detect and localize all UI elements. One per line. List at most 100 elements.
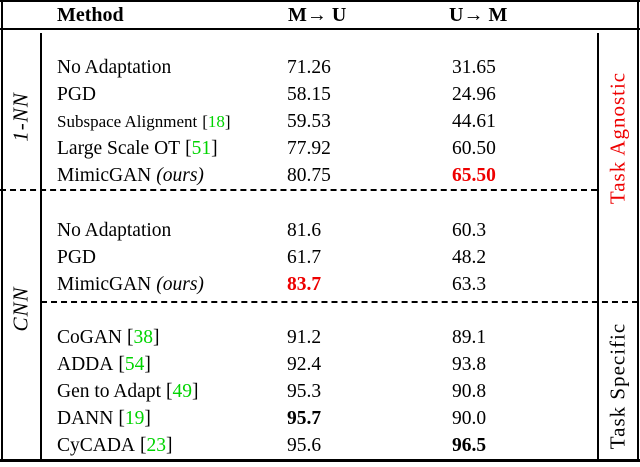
citation-bracket-close: ]	[211, 138, 218, 159]
citation-link[interactable]: 18	[207, 112, 225, 131]
table-row: No Adaptation 71.26 31.65	[0, 54, 640, 81]
u-to-m-value: 89.1	[452, 327, 487, 348]
header-rule	[0, 28, 640, 30]
citation-link[interactable]: 23	[146, 435, 167, 456]
table-row: Large Scale OT [51] 77.92 60.50	[0, 135, 640, 162]
citation-link[interactable]: 54	[124, 354, 145, 375]
method-label: Subspace Alignment	[57, 112, 198, 131]
method-cell: MimicGAN (ours)	[57, 162, 204, 189]
table-row: No Adaptation 81.6 60.3	[0, 217, 640, 244]
method-label: PGD	[57, 84, 97, 105]
u-to-m-value: 90.0	[452, 408, 487, 429]
table-row: Subspace Alignment [18] 59.53 44.61	[0, 108, 640, 135]
u-to-m-value: 90.8	[452, 381, 487, 402]
table-row: CyCADA [23] 95.6 96.5	[0, 432, 640, 459]
left-column-divider	[40, 33, 42, 462]
table-border-top	[0, 0, 640, 2]
method-label: PGD	[57, 247, 97, 268]
citation-link[interactable]: 51	[191, 138, 212, 159]
method-label: MimicGAN	[57, 274, 152, 295]
method-cell: Large Scale OT [51]	[57, 135, 218, 162]
citation-link[interactable]: 19	[124, 408, 145, 429]
row-group-cnn-agnostic: No Adaptation 81.6 60.3 PGD 61.7 48.2 Mi…	[0, 217, 640, 298]
table-row: MimicGAN (ours) 83.7 63.3	[0, 271, 640, 298]
method-cell: ADDA [54]	[57, 351, 151, 378]
table-border-right	[637, 0, 639, 462]
u-to-m-value: 48.2	[452, 247, 487, 268]
table-row: PGD 58.15 24.96	[0, 81, 640, 108]
u-to-m-value-best: 65.50	[452, 165, 496, 186]
method-label: CoGAN	[57, 327, 123, 348]
m-to-u-value: 77.92	[287, 138, 331, 159]
citation-bracket-close: ]	[144, 408, 151, 429]
table-border-bottom	[0, 459, 640, 462]
table-border-left	[1, 0, 3, 462]
method-cell: CoGAN [38]	[57, 324, 160, 351]
m-to-u-value: 92.4	[287, 354, 322, 375]
u-to-m-value-best: 96.5	[452, 435, 487, 456]
row-group-cnn-specific: CoGAN [38] 91.2 89.1 ADDA [54] 92.4 93.8 G…	[0, 324, 640, 459]
header-m-to-u: M→ U	[288, 4, 347, 26]
method-cell: CyCADA [23]	[57, 432, 173, 459]
header-u-to-m: U→ M	[449, 4, 508, 26]
m-to-u-value-best: 95.7	[287, 408, 322, 429]
method-cell: MimicGAN (ours)	[57, 271, 204, 298]
u-to-m-value: 60.3	[452, 220, 487, 241]
u-to-m-value: 60.50	[452, 138, 496, 159]
citation-bracket-open: [	[185, 138, 192, 159]
u-to-m-value: 63.3	[452, 274, 487, 295]
u-to-m-value: 31.65	[452, 57, 496, 78]
citation-bracket-close: ]	[144, 354, 151, 375]
citation-bracket-open: [	[202, 112, 208, 131]
ours-label: (ours)	[156, 274, 204, 295]
citation-bracket-open: [	[165, 381, 173, 402]
method-label: Large Scale OT	[57, 138, 181, 159]
m-to-u-value: 61.7	[287, 247, 322, 268]
table-row: ADDA [54] 92.4 93.8	[0, 351, 640, 378]
header-method: Method	[57, 4, 124, 26]
method-label: CyCADA	[57, 435, 136, 456]
table-row: PGD 61.7 48.2	[0, 244, 640, 271]
citation-bracket-open: [	[140, 435, 147, 456]
m-to-u-value-best: 83.7	[287, 274, 322, 295]
method-label: ADDA	[57, 354, 114, 375]
right-column-divider	[597, 33, 599, 462]
method-cell: PGD	[57, 244, 96, 271]
method-label: No Adaptation	[57, 220, 172, 241]
m-to-u-value: 80.75	[287, 165, 331, 186]
method-cell: No Adaptation	[57, 54, 171, 81]
citation-bracket-close: ]	[224, 112, 231, 131]
method-cell: Subspace Alignment [18]	[57, 108, 231, 135]
ours-label: (ours)	[156, 165, 204, 186]
m-to-u-value: 95.6	[287, 435, 322, 456]
citation-bracket-close: ]	[191, 381, 199, 402]
m-to-u-value: 91.2	[287, 327, 322, 348]
m-to-u-value: 58.15	[287, 84, 331, 105]
table-row: MimicGAN (ours) 80.75 65.50	[0, 162, 640, 189]
method-cell: Gen to Adapt [49]	[57, 378, 198, 405]
citation-link[interactable]: 49	[172, 381, 192, 402]
dashed-separator-top	[0, 189, 597, 191]
row-group-1nn: No Adaptation 71.26 31.65 PGD 58.15 24.9…	[0, 54, 640, 189]
citation-bracket-close: ]	[166, 435, 173, 456]
u-to-m-value: 24.96	[452, 84, 496, 105]
citation-bracket-open: [	[118, 354, 125, 375]
m-to-u-value: 71.26	[287, 57, 331, 78]
m-to-u-value: 81.6	[287, 220, 322, 241]
u-to-m-value: 44.61	[452, 111, 496, 132]
method-cell: DANN [19]	[57, 405, 151, 432]
citation-bracket-open: [	[127, 327, 134, 348]
citation-bracket-close: ]	[153, 327, 160, 348]
table-row: Gen to Adapt [49] 95.3 90.8	[0, 378, 640, 405]
citation-link[interactable]: 38	[133, 327, 154, 348]
method-label: DANN	[57, 408, 114, 429]
method-label: Gen to Adapt	[57, 381, 161, 402]
u-to-m-value: 93.8	[452, 354, 487, 375]
m-to-u-value: 95.3	[287, 381, 322, 402]
method-label: MimicGAN	[57, 165, 152, 186]
table-row: CoGAN [38] 91.2 89.1	[0, 324, 640, 351]
dashed-separator-bottom	[41, 301, 638, 303]
m-to-u-value: 59.53	[287, 111, 331, 132]
method-cell: No Adaptation	[57, 217, 171, 244]
